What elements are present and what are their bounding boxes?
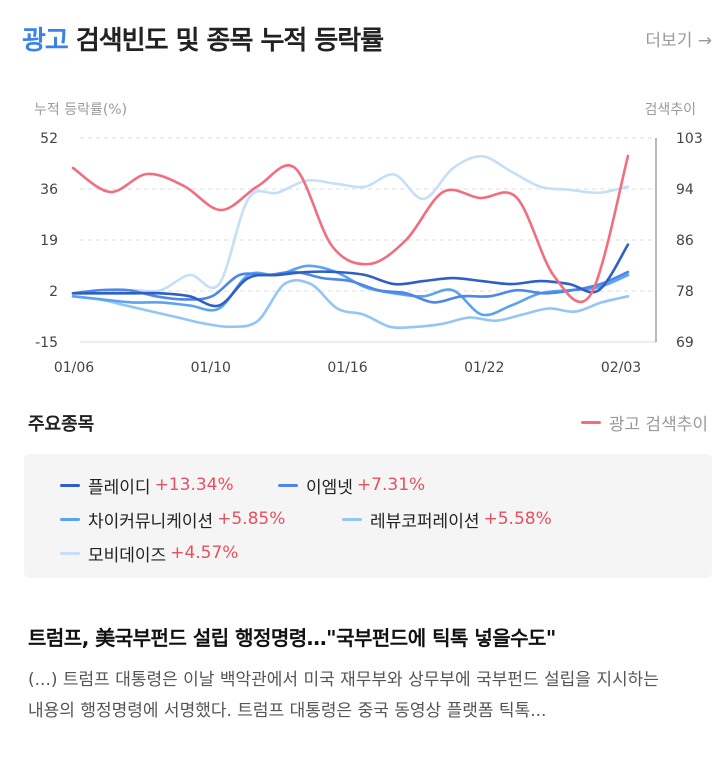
right-tick-label: 103 [676,131,703,147]
x-tick-label: 01/06 [54,360,94,376]
left-tick-label: 2 [49,284,58,300]
legend-swatch [580,421,601,424]
left-axis-title: 누적 등락률(%) [34,102,127,118]
ad-label: 광고 [22,26,69,56]
right-axis: 103 94 86 78 69 [676,131,703,351]
series-swatch [60,517,80,521]
stock-name: 모비데이즈 [88,545,167,566]
stock-list: 플레이디 +13.34% 이엠넷 +7.31% 차이커뮤니케이션 +5.85% … [60,468,712,570]
section-header: 주요종목 광고 검색추이 [28,408,708,438]
left-tick-label: 36 [40,182,58,198]
series-swatch [342,517,362,521]
stock-item[interactable]: 차이커뮤니케이션 +5.85% [60,502,324,536]
stock-item[interactable]: 이엠넷 +7.31% [278,468,425,502]
stock-change: +4.57% [170,543,239,563]
stock-item[interactable]: 플레이디 +13.34% [60,468,260,502]
chart-area: 누적 등락률(%) 검색추이 52 36 19 2 -15 103 94 86 78 69 01… [0,90,728,390]
news-headline[interactable]: 트럼프, 美국부펀드 설립 행정명령…"국부펀드에 틱톡 넣을수도" [28,626,556,650]
right-tick-label: 69 [676,335,694,351]
stock-name: 레뷰코퍼레이션 [370,511,480,532]
series-swatch [278,483,298,487]
right-axis-title: 검색추이 [644,102,696,118]
x-axis: 01/06 01/10 01/16 01/22 02/03 [54,360,641,376]
series-line-stock-4 [71,279,630,330]
news-summary[interactable]: (...) 트럼프 대통령은 이날 백악관에서 미국 재무부와 상무부에 국부펀… [28,670,659,721]
stock-change: +5.85% [217,509,286,529]
grid-lines [80,137,657,343]
x-tick-label: 01/10 [191,360,231,376]
left-tick-label: 52 [40,131,58,147]
x-tick-label: 01/22 [464,360,504,376]
ad-search-legend: 광고 검색추이 [580,410,708,435]
page-title: 광고 검색빈도 및 종목 누적 등락률 [22,20,384,57]
news-article: 트럼프, 美국부펀드 설립 행정명령…"국부펀드에 틱톡 넣을수도" (...)… [28,622,708,727]
stock-change: +5.58% [483,509,552,529]
stock-name: 이엠넷 [306,477,353,498]
left-tick-label: -15 [35,335,58,351]
series-swatch [60,483,80,487]
header: 광고 검색빈도 및 종목 누적 등락률 더보기 → [22,20,712,60]
stock-change: +7.31% [356,475,426,495]
cumulative-return-chart: 누적 등락률(%) 검색추이 52 36 19 2 -15 103 94 86 78 69 01… [34,102,703,376]
stock-name: 플레이디 [88,477,151,498]
stock-item[interactable]: 레뷰코퍼레이션 +5.58% [342,502,552,536]
title-text: 검색빈도 및 종목 누적 등락률 [75,26,384,56]
right-tick-label: 94 [676,182,694,198]
stocks-legend-box: 플레이디 +13.34% 이엠넷 +7.31% 차이커뮤니케이션 +5.85% … [24,454,712,578]
x-tick-label: 02/03 [601,360,641,376]
more-link[interactable]: 더보기 → [645,31,712,51]
stock-name: 차이커뮤니케이션 [88,511,214,532]
right-tick-label: 86 [676,233,694,249]
left-tick-label: 19 [40,233,58,249]
stock-change: +13.34% [154,475,234,495]
ad-legend-label: 광고 검색추이 [608,415,708,435]
series-line-ad-search [71,154,630,304]
stock-item[interactable]: 모비데이즈 +4.57% [60,536,238,570]
section-title: 주요종목 [28,414,95,435]
series-line-stock-5 [71,154,630,295]
series-lines [71,154,630,330]
x-tick-label: 01/16 [327,360,367,376]
series-line-stock-2 [71,270,630,304]
left-axis: 52 36 19 2 -15 [35,131,58,351]
right-tick-label: 78 [676,284,694,300]
series-line-stock-1 [71,243,630,308]
series-swatch [60,551,80,555]
